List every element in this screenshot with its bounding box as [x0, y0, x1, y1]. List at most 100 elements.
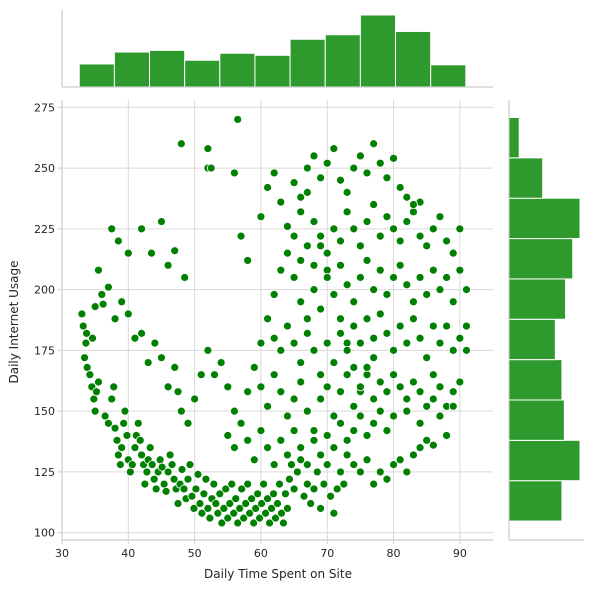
scatter-point: [375, 265, 385, 275]
scatter-point: [217, 518, 227, 528]
scatter-point: [382, 426, 392, 436]
scatter-point: [389, 411, 398, 421]
right-hist-bar: [508, 238, 574, 280]
scatter-point: [81, 338, 91, 348]
scatter-point: [236, 418, 246, 428]
scatter-point: [349, 321, 359, 331]
scatter-point: [249, 518, 259, 528]
y-tick-label: 250: [34, 162, 55, 175]
scatter-point: [428, 321, 438, 331]
scatter-point: [382, 328, 392, 338]
scatter-point: [243, 435, 253, 445]
scatter-point: [133, 418, 143, 428]
scatter-point: [251, 503, 261, 513]
y-tick-labels: 100 125 150 175 200 225 250 275: [34, 101, 62, 540]
scatter-point: [296, 443, 306, 453]
scatter-point: [191, 484, 201, 494]
scatter-point: [107, 394, 117, 404]
scatter-point: [302, 314, 312, 324]
top-hist-bar: [149, 49, 186, 88]
scatter-point: [415, 333, 425, 343]
scatter-point: [77, 309, 87, 319]
scatter-point: [435, 212, 445, 222]
scatter-point: [316, 304, 326, 314]
scatter-point: [322, 431, 332, 440]
scatter-point: [283, 503, 292, 513]
x-tick-label: 60: [254, 547, 268, 560]
scatter-point: [223, 431, 233, 440]
scatter-point: [326, 491, 335, 501]
scatter-point: [203, 345, 213, 355]
scatter-point: [157, 217, 166, 226]
scatter-point: [82, 328, 91, 338]
scatter-point: [276, 435, 286, 445]
scatter-point: [422, 241, 432, 251]
scatter-point: [435, 338, 445, 348]
scatter-point: [179, 484, 189, 494]
scatter-point: [448, 345, 458, 355]
scatter-point: [442, 273, 451, 282]
scatter-point: [409, 207, 418, 217]
scatter-point: [90, 302, 100, 312]
scatter-point: [255, 513, 264, 523]
top-marginal-histogram: [78, 14, 467, 88]
scatter-point: [187, 491, 197, 501]
scatter-point: [163, 467, 173, 477]
scatter-point: [247, 494, 257, 504]
scatter-point: [269, 333, 279, 343]
scatter-point: [362, 455, 372, 465]
scatter-point: [155, 455, 165, 465]
scatter-point: [177, 465, 187, 474]
top-hist-bar: [113, 51, 151, 88]
y-tick-label: 150: [34, 405, 55, 418]
scatter-point: [269, 290, 279, 299]
scatter-point: [355, 382, 365, 392]
scatter-point: [428, 224, 438, 234]
scatter-point: [329, 508, 339, 518]
scatter-point: [289, 426, 299, 436]
scatter-point: [97, 290, 107, 299]
scatter-point: [342, 435, 352, 445]
scatter-point: [462, 345, 471, 355]
scatter-point: [428, 370, 438, 380]
scatter-point: [375, 158, 385, 168]
scatter-point: [117, 297, 127, 307]
scatter-point: [342, 338, 352, 348]
scatter-point: [173, 387, 183, 397]
scatter-point: [362, 314, 372, 324]
scatter-point: [299, 491, 309, 501]
scatter-point: [253, 489, 263, 499]
scatter-point: [261, 508, 270, 518]
scatter-point: [302, 187, 312, 197]
scatter-point: [309, 345, 319, 355]
scatter-point: [203, 503, 213, 513]
scatter-point: [319, 479, 329, 489]
scatter-point: [269, 489, 278, 499]
scatter-point: [336, 467, 345, 477]
top-hist-bar: [219, 52, 256, 88]
scatter-point: [402, 192, 412, 202]
scatter-point: [442, 236, 451, 246]
scatter-point: [215, 489, 225, 499]
scatter-point: [223, 513, 233, 523]
scatter-point: [276, 265, 286, 275]
scatter-point: [349, 363, 359, 372]
scatter-point: [143, 358, 153, 367]
scatter-point: [389, 153, 398, 163]
scatter-point: [422, 435, 432, 445]
scatter-point: [223, 382, 233, 392]
scatter-point: [243, 387, 253, 397]
scatter-point: [349, 297, 359, 307]
scatter-point: [342, 345, 352, 355]
scatter-point: [151, 484, 161, 494]
scatter-point: [302, 479, 312, 489]
y-tick-label: 100: [34, 527, 55, 540]
scatter-point: [241, 499, 251, 508]
scatter-point: [170, 246, 180, 256]
right-marginal-histogram: [508, 117, 581, 522]
scatter-point: [176, 406, 186, 416]
y-axis-label: Daily Internet Usage: [7, 260, 21, 383]
scatter-point: [120, 406, 130, 416]
scatter-point: [185, 460, 195, 470]
x-tick-label: 80: [387, 547, 401, 560]
